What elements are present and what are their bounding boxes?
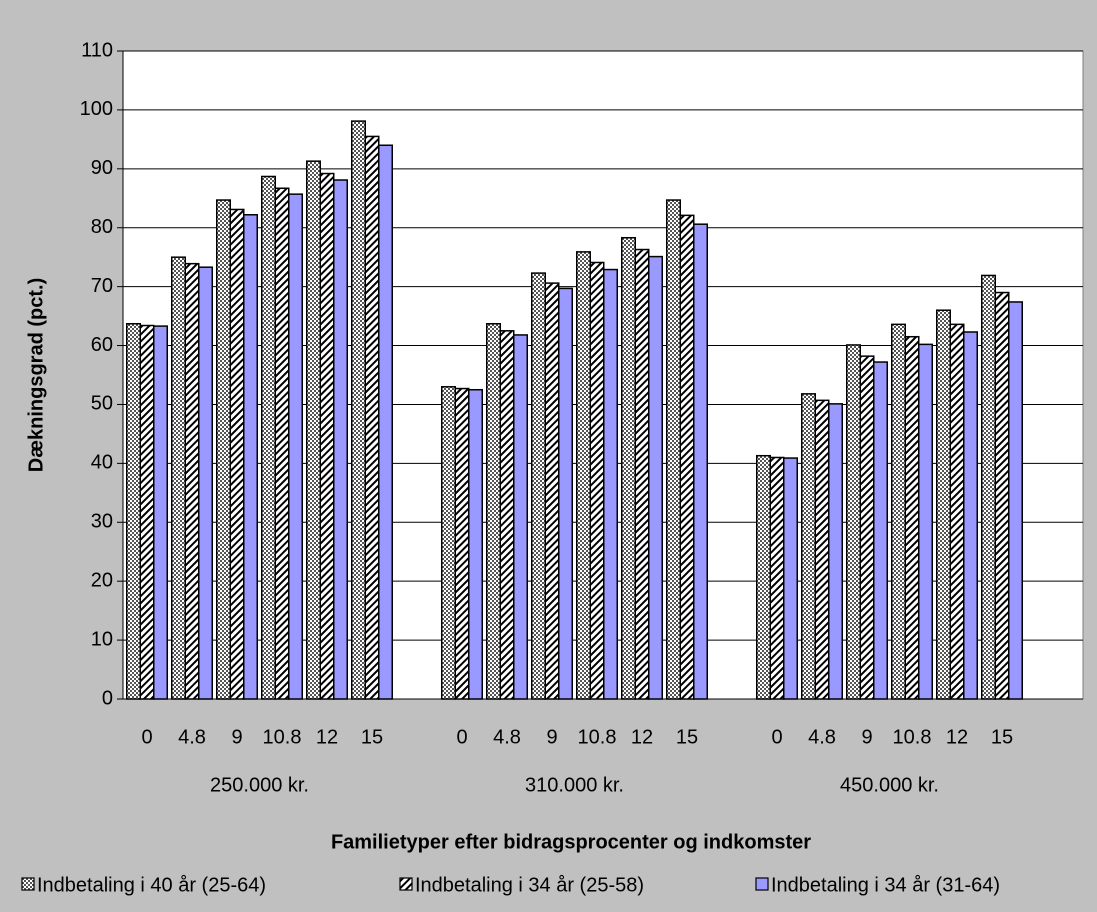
- bar: [756, 454, 771, 700]
- bar: [558, 287, 573, 700]
- x-tick-label: 15: [991, 726, 1013, 748]
- bar: [184, 262, 200, 700]
- bar: [468, 388, 483, 700]
- legend-swatch: [755, 877, 769, 891]
- x-tick-label: 4.8: [808, 726, 836, 748]
- bar: [274, 187, 290, 700]
- y-tick-label: 0: [102, 687, 113, 709]
- bar: [949, 323, 965, 700]
- bar: [621, 236, 636, 700]
- bar: [486, 322, 501, 700]
- bar: [648, 255, 663, 700]
- bar: [801, 393, 816, 700]
- bar: [904, 335, 920, 700]
- y-tick-label: 90: [91, 157, 113, 179]
- bar: [679, 214, 695, 700]
- bar: [666, 199, 681, 700]
- bar: [198, 266, 213, 700]
- legend-label: Indbetaling i 34 år (25-58): [415, 874, 644, 896]
- bar: [351, 120, 366, 700]
- group-label: 450.000 kr.: [840, 774, 939, 796]
- bar: [589, 261, 605, 700]
- y-tick-label: 100: [80, 98, 113, 120]
- x-tick-label: 10.8: [263, 726, 302, 748]
- x-tick-label: 9: [546, 726, 557, 748]
- bar: [544, 282, 560, 700]
- bar: [288, 193, 303, 700]
- x-tick-label: 15: [676, 726, 698, 748]
- bar: [243, 214, 258, 700]
- bar: [126, 322, 141, 700]
- bar: [531, 272, 546, 700]
- bar: [333, 179, 348, 700]
- y-tick-label: 60: [91, 334, 113, 356]
- x-tick-label: 12: [946, 726, 968, 748]
- bar: [576, 251, 591, 700]
- y-tick-label: 110: [81, 39, 113, 61]
- x-tick-label: 0: [456, 726, 467, 748]
- y-axis-title: Dækningsgrad (pct.): [25, 278, 47, 472]
- bar: [634, 248, 650, 700]
- bar: [873, 361, 888, 700]
- bar: [814, 399, 830, 700]
- bar: [693, 223, 708, 700]
- bar: [261, 175, 276, 700]
- bar: [859, 355, 875, 700]
- bar: [981, 274, 996, 700]
- bar: [994, 291, 1010, 700]
- x-axis-title: Familietyper efter bidragsprocenter og i…: [331, 831, 811, 853]
- y-tick-label: 20: [91, 569, 113, 591]
- bar: [441, 386, 456, 700]
- bar: [216, 199, 231, 700]
- bar: [306, 160, 321, 700]
- x-tick-label: 12: [316, 726, 338, 748]
- x-tick-label: 9: [861, 726, 872, 748]
- y-tick-label: 30: [91, 511, 113, 533]
- x-tick-label: 15: [361, 726, 383, 748]
- bar: [139, 324, 155, 700]
- group-label: 310.000 kr.: [525, 774, 624, 796]
- bar: [918, 343, 933, 700]
- bar: [171, 256, 186, 700]
- y-tick-label: 80: [91, 216, 113, 238]
- legend-swatch: [21, 877, 35, 891]
- x-tick-label: 10.8: [578, 726, 617, 748]
- bar: [499, 330, 515, 700]
- bar: [846, 344, 861, 700]
- bar: [454, 387, 470, 700]
- bar: [936, 309, 951, 700]
- legend-label: Indbetaling i 34 år (31-64): [771, 874, 1000, 896]
- bar: [364, 135, 380, 700]
- legend-swatch: [399, 877, 413, 891]
- bar: [513, 334, 528, 700]
- y-tick-label: 50: [91, 393, 113, 415]
- x-tick-label: 4.8: [493, 726, 521, 748]
- x-tick-label: 9: [231, 726, 242, 748]
- x-tick-label: 0: [141, 726, 152, 748]
- bar: [229, 208, 245, 700]
- x-tick-label: 4.8: [178, 726, 206, 748]
- bar: [828, 403, 843, 700]
- x-tick-label: 0: [771, 726, 782, 748]
- bar: [769, 456, 785, 700]
- bar: [378, 144, 393, 700]
- bar: [783, 457, 798, 700]
- x-tick-label: 10.8: [893, 726, 932, 748]
- x-tick-label: 12: [631, 726, 653, 748]
- y-tick-label: 70: [91, 275, 113, 297]
- group-label: 250.000 kr.: [210, 774, 309, 796]
- bar: [1008, 301, 1023, 700]
- bar: [891, 323, 906, 700]
- bar: [319, 172, 335, 700]
- legend-label: Indbetaling i 40 år (25-64): [37, 874, 266, 896]
- bar: [153, 325, 168, 700]
- bar: [963, 331, 978, 700]
- y-tick-label: 40: [91, 452, 113, 474]
- y-tick-label: 10: [91, 628, 113, 650]
- bar: [603, 268, 618, 700]
